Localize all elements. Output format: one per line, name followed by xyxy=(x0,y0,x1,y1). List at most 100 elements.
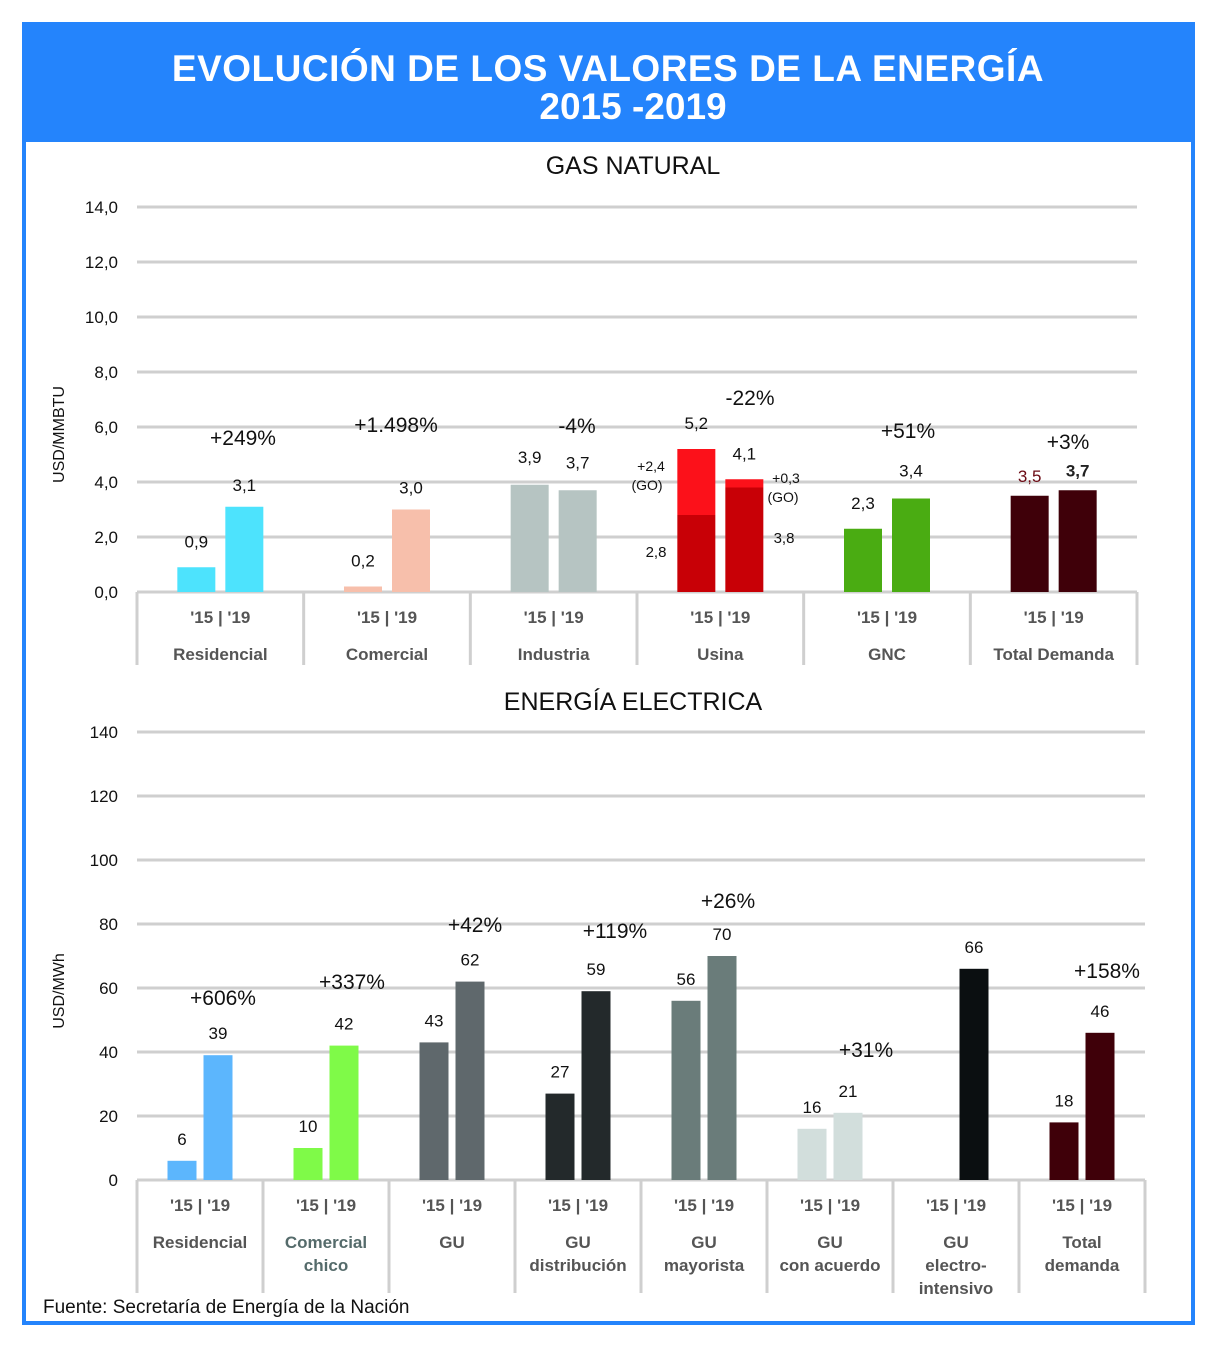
period-label: '15 | '19 xyxy=(190,608,250,627)
bar-2015 xyxy=(545,1093,575,1180)
category-label: GU xyxy=(565,1233,591,1252)
category-label: GU xyxy=(439,1233,465,1252)
category-label: Total xyxy=(1062,1233,1101,1252)
bar-2015 xyxy=(167,1160,197,1180)
bar-2019 xyxy=(959,968,989,1180)
y-tick-label: 12,0 xyxy=(85,253,118,272)
category-label: GNC xyxy=(868,645,906,664)
y-axis-label: USD/MMBTU xyxy=(51,386,68,483)
data-label-2019: 46 xyxy=(1091,1002,1110,1021)
category-label: chico xyxy=(304,1256,348,1275)
bar-2015 xyxy=(344,586,382,592)
period-label: '15 | '19 xyxy=(857,608,917,627)
y-tick-label: 100 xyxy=(90,851,118,870)
category-label: con acuerdo xyxy=(779,1256,880,1275)
category-label: Residencial xyxy=(173,645,268,664)
bar-2019 xyxy=(558,490,597,592)
period-label: '15 | '19 xyxy=(690,608,750,627)
period-label: '15 | '19 xyxy=(674,1196,734,1215)
category-label: Industria xyxy=(518,645,590,664)
change-percent-label: +119% xyxy=(583,920,647,943)
header-band xyxy=(22,22,1195,142)
y-tick-label: 10,0 xyxy=(85,308,118,327)
period-label: '15 | '19 xyxy=(422,1196,482,1215)
data-label-2019: 3,7 xyxy=(566,453,590,472)
y-axis-label: USD/MWh xyxy=(51,953,68,1029)
change-percent-label: -4% xyxy=(558,415,595,438)
period-label: '15 | '19 xyxy=(548,1196,608,1215)
page-subtitle-years: 2015 -2019 xyxy=(539,86,727,127)
data-label-2015: 27 xyxy=(551,1063,570,1082)
y-tick-label: 80 xyxy=(99,915,118,934)
bar-2019 xyxy=(581,991,611,1180)
bar-segment-go-2015 xyxy=(677,449,716,515)
bar-2019 xyxy=(329,1045,359,1180)
change-percent-label: +158% xyxy=(1074,960,1140,983)
bar-segment-go-2019 xyxy=(725,479,764,488)
period-label: '15 | '19 xyxy=(1024,608,1084,627)
period-label: '15 | '19 xyxy=(170,1196,230,1215)
data-label-2019: 42 xyxy=(335,1015,354,1034)
y-tick-label: 40 xyxy=(99,1043,118,1062)
data-label-2019: 3,7 xyxy=(1066,461,1090,480)
bar-segment-base-2019 xyxy=(725,487,764,592)
data-label-2019: 4,1 xyxy=(733,444,757,463)
y-tick-label: 120 xyxy=(90,787,118,806)
data-label-2019: 70 xyxy=(713,925,732,944)
y-tick-label: 4,0 xyxy=(94,473,118,492)
bar-2019 xyxy=(203,1055,233,1180)
bar-2019 xyxy=(707,956,737,1180)
period-label: '15 | '19 xyxy=(357,608,417,627)
category-label: Total Demanda xyxy=(993,645,1114,664)
category-label: GU xyxy=(817,1233,843,1252)
usina-base-2015-label: 2,8 xyxy=(646,544,667,561)
change-percent-label: +3% xyxy=(1047,431,1090,454)
usina-annotation: +2,4 xyxy=(637,458,665,474)
usina-annotation: (GO) xyxy=(767,489,798,505)
data-label-2015: 5,2 xyxy=(685,414,709,433)
data-label-2019: 66 xyxy=(965,938,984,957)
period-label: '15 | '19 xyxy=(524,608,584,627)
page-title: EVOLUCIÓN DE LOS VALORES DE LA ENERGÍA xyxy=(171,48,1045,89)
bar-2015 xyxy=(671,1000,701,1180)
category-label: mayorista xyxy=(664,1256,745,1275)
data-label-2015: 3,5 xyxy=(1018,467,1042,486)
bar-2015 xyxy=(844,528,882,592)
data-label-2015: 6 xyxy=(177,1130,186,1149)
bar-2015 xyxy=(293,1148,323,1180)
data-label-2019: 62 xyxy=(461,951,480,970)
data-label-2015: 16 xyxy=(803,1098,822,1117)
electric-chart-title: ENERGÍA ELECTRICA xyxy=(503,688,763,716)
change-percent-label: +26% xyxy=(701,890,755,913)
data-label-2019: 3,1 xyxy=(233,476,257,495)
bar-2015 xyxy=(797,1128,827,1180)
y-tick-label: 8,0 xyxy=(94,363,118,382)
data-label-2015: 0,2 xyxy=(351,552,375,571)
change-percent-label: +606% xyxy=(190,987,256,1010)
bar-2019 xyxy=(225,506,264,592)
y-tick-label: 6,0 xyxy=(94,418,118,437)
data-label-2019: 59 xyxy=(587,960,606,979)
gas-chart-title: GAS NATURAL xyxy=(545,152,721,180)
bar-2015 xyxy=(177,567,216,592)
y-tick-label: 0 xyxy=(109,1171,118,1190)
y-tick-label: 140 xyxy=(90,723,118,742)
category-label: GU xyxy=(691,1233,717,1252)
category-label: Residencial xyxy=(153,1233,248,1252)
y-tick-label: 14,0 xyxy=(85,198,118,217)
bar-segment-base-2015 xyxy=(677,515,716,592)
period-label: '15 | '19 xyxy=(296,1196,356,1215)
source-note: Fuente: Secretaría de Energía de la Naci… xyxy=(43,1297,410,1318)
y-tick-label: 60 xyxy=(99,979,118,998)
bar-2019 xyxy=(392,509,430,592)
data-label-2019: 39 xyxy=(209,1024,228,1043)
period-label: '15 | '19 xyxy=(1052,1196,1112,1215)
category-label: distribución xyxy=(529,1256,626,1275)
y-tick-label: 2,0 xyxy=(94,528,118,547)
data-label-2015: 43 xyxy=(425,1011,444,1030)
change-percent-label: +337% xyxy=(319,971,385,994)
data-label-2015: 0,9 xyxy=(185,532,209,551)
y-tick-label: 0,0 xyxy=(94,583,118,602)
